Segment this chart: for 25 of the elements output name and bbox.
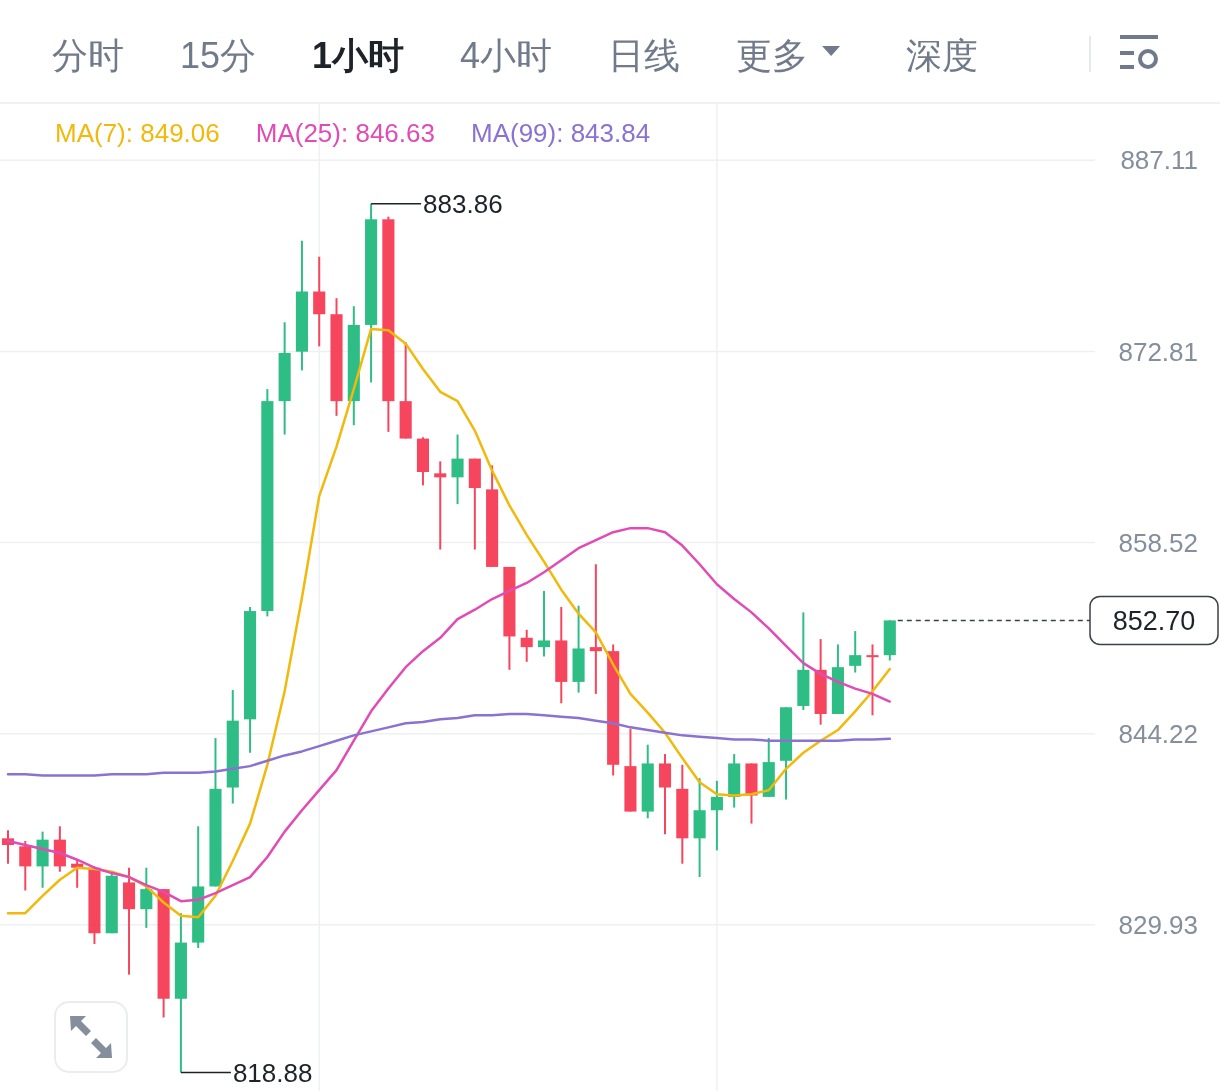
text: MA(7): 849.06 (55, 118, 220, 148)
candlestick (451, 433, 464, 506)
candlestick (140, 866, 153, 929)
candlestick (537, 589, 551, 658)
line-series (6, 712, 892, 777)
y-tick-label: 829.93 (1118, 909, 1198, 940)
candlestick (520, 628, 533, 663)
annotation: 883.86 (423, 188, 503, 219)
text: MA(99): 843.84 (470, 118, 651, 148)
ref-line-label: 852.70 (1112, 606, 1196, 637)
candlestick (434, 460, 447, 551)
candlestick (313, 255, 326, 348)
candlestick (710, 779, 723, 852)
y-tick-label: 844.22 (1118, 718, 1198, 749)
tab-bar: 分时 15分 1小时 4小时 日线 更多 深度 (52, 35, 1158, 76)
candlestick (589, 563, 602, 695)
y-tick-label: 858.52 (1118, 527, 1198, 558)
y-tick-label: 872.81 (1118, 336, 1198, 367)
y-tick-label: 887.11 (1120, 145, 1198, 176)
candlestick (19, 839, 32, 892)
candlestick (849, 630, 862, 674)
annotation: 818.88 (232, 1057, 313, 1088)
candlestick (866, 643, 879, 717)
line-series (6, 327, 892, 919)
text: MA(25): 846.63 (255, 118, 435, 148)
